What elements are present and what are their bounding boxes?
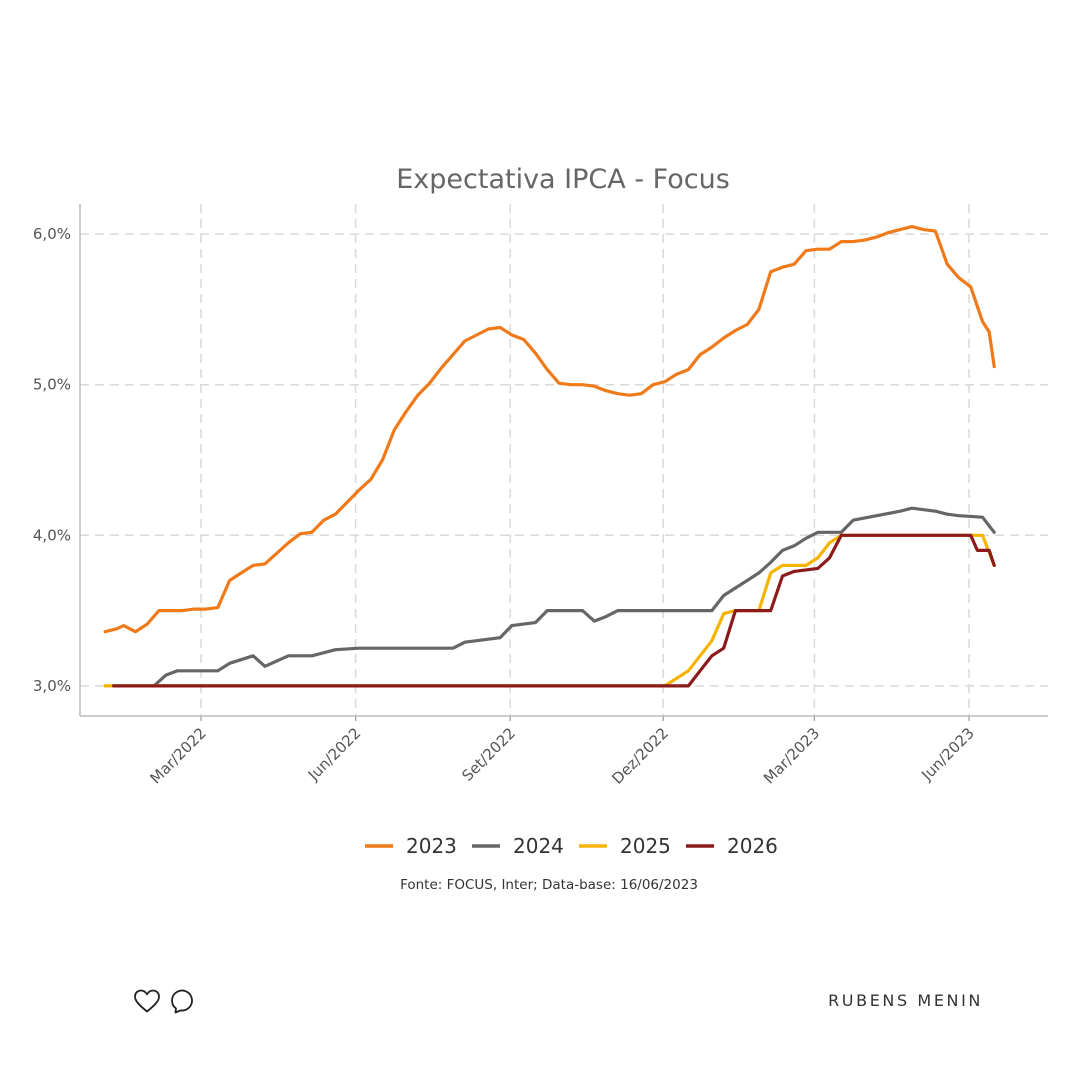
- ipca-expectations-chart: Expectativa IPCA - Focus 3,0% 4,0% 5,0% 6,0…: [33, 164, 1048, 893]
- series-lines: [103, 225, 996, 688]
- x-tick-label: Mar/2022: [147, 724, 210, 787]
- legend-label-2025: 2025: [620, 834, 671, 858]
- grid: [80, 204, 1048, 716]
- axes: 3,0% 4,0% 5,0% 6,0% Mar/2022 Jun/2022 Set/2022…: [33, 204, 1048, 788]
- x-tick-label: Jun/2022: [304, 724, 365, 785]
- y-tick-label: 3,0%: [33, 677, 71, 695]
- series-line-2026: [112, 533, 996, 688]
- legend-label-2024: 2024: [513, 834, 564, 858]
- brand-name: RUBENS MENIN: [828, 991, 983, 1010]
- y-tick-label: 5,0%: [33, 376, 71, 394]
- heart-icon[interactable]: [133, 988, 161, 1014]
- y-tick-label: 6,0%: [33, 225, 71, 243]
- legend-label-2023: 2023: [406, 834, 457, 858]
- legend-label-2026: 2026: [727, 834, 778, 858]
- series-line-2024: [152, 506, 996, 688]
- chart-title: Expectativa IPCA - Focus: [396, 164, 730, 195]
- series-line-2023: [103, 225, 996, 634]
- source-note: Fonte: FOCUS, Inter; Data-base: 16/06/20…: [400, 877, 698, 893]
- comment-icon[interactable]: [169, 988, 195, 1014]
- x-tick-label: Set/2022: [458, 724, 519, 785]
- x-tick-label: Jun/2023: [917, 724, 978, 785]
- post-footer: RUBENS MENIN: [133, 986, 993, 1020]
- y-tick-label: 4,0%: [33, 526, 71, 544]
- legend: 2023 2024 2025 2026: [365, 834, 778, 858]
- x-tick-label: Mar/2023: [760, 724, 823, 787]
- x-tick-label: Dez/2022: [608, 724, 672, 788]
